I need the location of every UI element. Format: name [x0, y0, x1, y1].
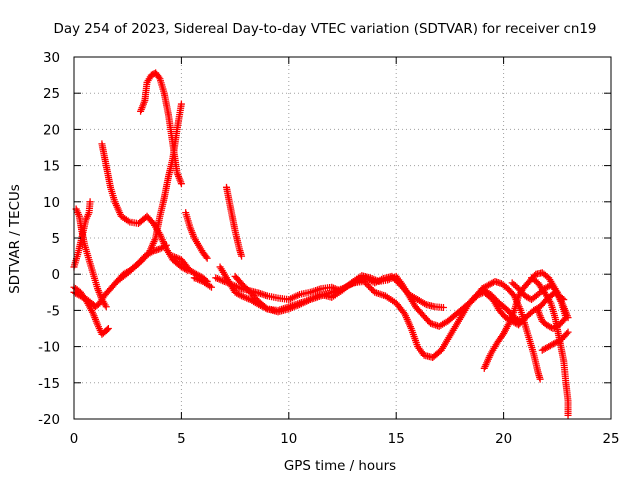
- data-point: [561, 315, 569, 323]
- data-point: [368, 285, 376, 293]
- data-series-arc-7: [113, 100, 185, 285]
- x-tick-label: 10: [280, 432, 297, 447]
- data-point: [563, 330, 571, 338]
- data-point: [564, 328, 572, 336]
- data-points: [70, 69, 572, 419]
- y-tick-label: -10: [38, 341, 60, 356]
- x-tick-label: 5: [177, 432, 186, 447]
- data-point: [202, 253, 210, 261]
- y-tick-label: 20: [43, 123, 60, 138]
- y-tick-label: 0: [51, 268, 60, 283]
- data-point: [439, 304, 447, 312]
- data-series-arc-8: [182, 209, 211, 262]
- grid: [74, 57, 611, 419]
- y-tick-label: 5: [51, 232, 60, 247]
- data-point: [177, 100, 185, 108]
- data-series-arc-11: [223, 183, 246, 260]
- data-point: [86, 198, 94, 206]
- x-axis-label: GPS time / hours: [284, 459, 396, 474]
- x-tick-label: 15: [388, 432, 405, 447]
- data-point: [203, 254, 211, 262]
- data-series-arc-15: [480, 269, 570, 372]
- y-tick-label: 15: [43, 160, 60, 175]
- y-tick-label: -20: [38, 413, 60, 428]
- data-point: [102, 303, 110, 311]
- data-point: [207, 283, 215, 291]
- y-tick-label: 25: [43, 87, 60, 102]
- y-axis-label: SDTVAR / TECUs: [8, 184, 23, 294]
- data-point: [155, 73, 163, 81]
- data-series-arc-20: [538, 328, 572, 354]
- data-point: [362, 279, 370, 287]
- data-point: [363, 281, 371, 289]
- data-point: [177, 180, 185, 188]
- x-tick-label: 20: [495, 432, 512, 447]
- y-tick-label: 30: [43, 51, 60, 66]
- data-point: [564, 411, 572, 419]
- y-tick-label: -15: [38, 377, 60, 392]
- data-series-arc-10: [190, 274, 215, 291]
- axis-ticks: 0 5 10 15 20 25 -20 -15 -10 -5 0 5 10 15 20 25 30: [38, 51, 619, 447]
- chart-title: Day 254 of 2023, Sidereal Day-to-day VTE…: [54, 22, 597, 37]
- y-tick-label: 10: [43, 196, 60, 211]
- data-point: [366, 284, 374, 292]
- data-point: [104, 325, 112, 332]
- data-point: [562, 314, 570, 322]
- data-point: [103, 326, 111, 334]
- y-tick-label: -5: [47, 304, 60, 319]
- x-tick-label: 25: [602, 432, 619, 447]
- data-point: [238, 252, 246, 260]
- data-point: [236, 291, 244, 299]
- x-tick-label: 0: [70, 432, 79, 447]
- data-point: [365, 282, 373, 290]
- data-series-arc-19: [534, 306, 570, 332]
- data-series-arc-16: [478, 277, 544, 383]
- data-point: [536, 375, 544, 383]
